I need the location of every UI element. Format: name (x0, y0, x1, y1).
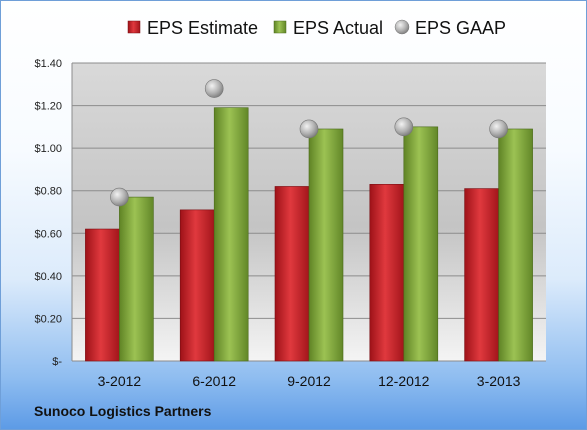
y-tick-label: $1.40 (34, 58, 62, 70)
legend: EPS Estimate EPS Actual EPS GAAP (127, 18, 506, 38)
actual-bar (213, 107, 249, 362)
legend-marker (394, 19, 410, 35)
x-axis: 3-2012 6-2012 9-2012 12-2012 3-2013 (98, 373, 521, 389)
estimate-bar (369, 184, 405, 362)
actual-bar (403, 126, 439, 362)
gaap-point (299, 119, 319, 139)
x-tick-label: 6-2012 (192, 373, 236, 389)
x-tick-label: 12-2012 (378, 373, 430, 389)
x-tick-label: 3-2013 (477, 373, 521, 389)
actual-bar (308, 128, 344, 362)
estimate-bar (179, 209, 215, 362)
y-tick-label: $0.40 (34, 271, 62, 283)
legend-label: EPS Actual (293, 18, 383, 38)
legend-label: EPS GAAP (415, 18, 506, 38)
y-tick-label: $- (52, 356, 62, 368)
y-tick-label: $0.80 (34, 186, 62, 198)
x-tick-label: 3-2012 (98, 373, 142, 389)
gaap-point (110, 187, 129, 207)
company-name: Sunoco Logistics Partners (34, 403, 212, 419)
y-tick-label: $0.20 (34, 313, 62, 325)
legend-marker (127, 20, 141, 34)
estimate-bar (85, 228, 120, 362)
y-tick-label: $0.60 (34, 228, 62, 240)
actual-bar (119, 196, 154, 362)
estimate-bar (464, 188, 499, 362)
legend-label: EPS Estimate (147, 18, 258, 38)
y-axis: $- $0.20 $0.40 $0.60 $0.80 $1.00 $1.20 $1.40 (34, 58, 62, 368)
bar-series (85, 107, 533, 362)
gaap-series (110, 79, 508, 207)
gaap-point (489, 119, 508, 139)
gaap-point (204, 79, 224, 98)
x-tick-label: 9-2012 (287, 373, 331, 389)
y-tick-label: $1.00 (34, 143, 62, 155)
gaap-point (394, 117, 414, 137)
legend-marker (273, 20, 287, 34)
y-tick-label: $1.20 (34, 101, 62, 113)
actual-bar (498, 128, 533, 362)
estimate-bar (274, 186, 310, 362)
